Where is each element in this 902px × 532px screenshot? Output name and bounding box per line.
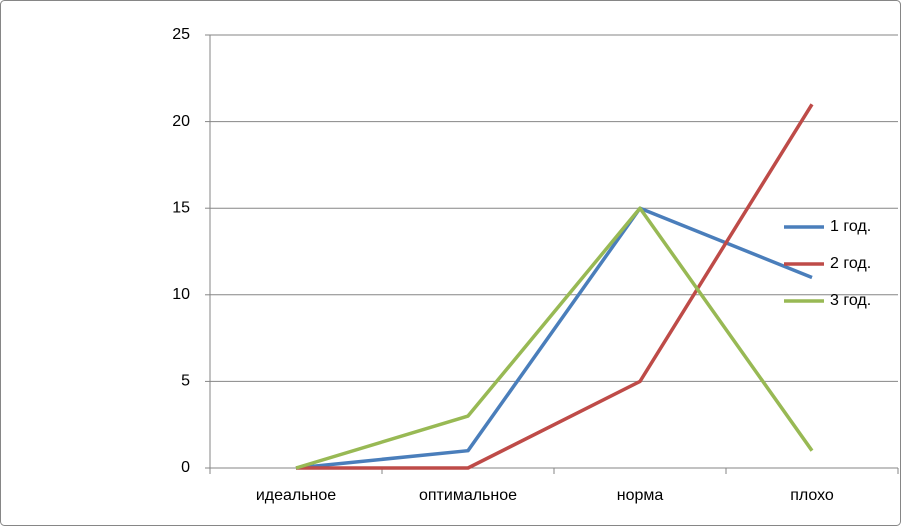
legend-label: 2 год. (830, 255, 871, 272)
y-tick-label: 15 (172, 199, 190, 216)
legend-label: 1 год. (830, 218, 871, 235)
y-tick-label: 25 (172, 26, 190, 43)
y-tick-label: 0 (181, 459, 190, 476)
x-tick-label: идеальное (256, 487, 336, 504)
y-tick-label: 10 (172, 286, 190, 303)
x-tick-label: плохо (790, 487, 834, 504)
x-tick-label: норма (617, 487, 664, 504)
series-line (295, 206, 814, 470)
series-line (296, 103, 814, 470)
y-tick-label: 20 (172, 113, 190, 130)
legend-label: 3 год. (830, 292, 871, 309)
y-tick-label: 5 (181, 373, 190, 390)
x-tick-label: оптимальное (419, 487, 517, 504)
